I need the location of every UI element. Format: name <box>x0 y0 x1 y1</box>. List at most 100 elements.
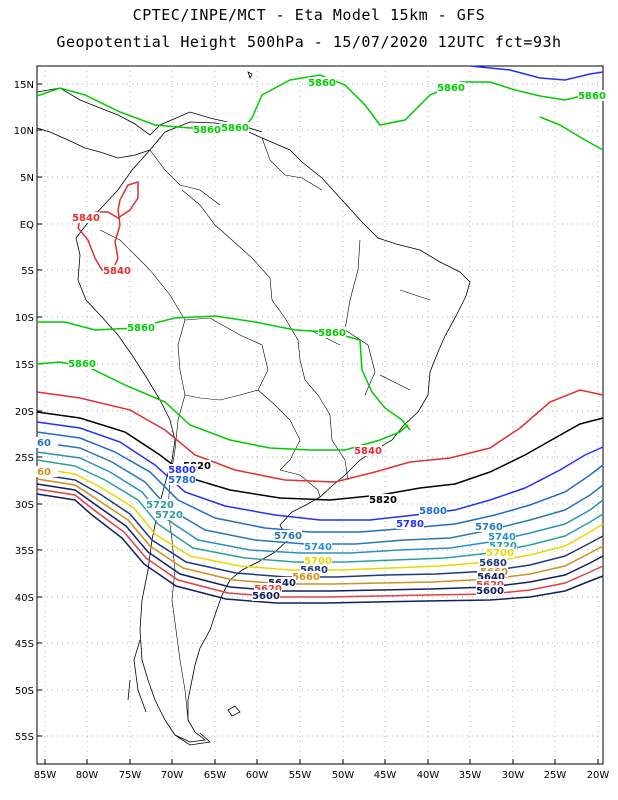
contour-label: 5600 <box>252 591 280 602</box>
lon-label: 85W <box>34 770 57 781</box>
contour-label: 5780 <box>168 475 196 486</box>
lon-label: 25W <box>544 770 567 781</box>
border-paraguay <box>257 389 301 471</box>
lon-label: 50W <box>332 770 355 781</box>
contour-label-bg <box>476 585 504 596</box>
border-peru-ecuador <box>99 229 151 271</box>
lon-label: 20W <box>587 770 610 781</box>
contour-label: 5780 <box>396 519 424 530</box>
lat-label: EQ <box>20 220 34 231</box>
contour-label: 5860 <box>221 123 249 134</box>
contour-label: 5660 <box>292 572 320 583</box>
lat-label: 15N <box>14 80 34 91</box>
contour-label-bg <box>292 571 320 582</box>
contour-5840 <box>36 389 604 483</box>
lon-label: 80W <box>76 770 99 781</box>
contour-5660 <box>36 478 604 585</box>
border-brazil-states <box>309 239 431 396</box>
contour-5640 <box>36 483 604 592</box>
contour-5760 <box>36 441 604 545</box>
contour-label: 5800 <box>168 465 196 476</box>
contour-label: 5820 <box>183 461 211 472</box>
contour-label: 5820 <box>369 495 397 506</box>
contour-label-bg <box>68 358 96 369</box>
contour-label-bg <box>488 531 516 542</box>
contour-label-bg <box>168 474 196 485</box>
contour-label: 5640 <box>268 578 296 589</box>
lon-label: 75W <box>119 770 142 781</box>
contour-5800 <box>36 421 604 521</box>
falklands <box>227 705 241 717</box>
contour-5860-lower <box>37 315 411 431</box>
contour-label-bg <box>419 505 447 516</box>
coastline <box>36 71 471 746</box>
contour-label: 60 <box>37 438 51 449</box>
lat-label: 5S <box>21 266 34 277</box>
lon-label: 55W <box>289 770 312 781</box>
contour-label-bg <box>318 327 346 338</box>
contour-label-bg <box>155 509 183 520</box>
contour-label-bg <box>578 90 606 101</box>
contour-label: 5860 <box>437 83 465 94</box>
contour-label: 5600 <box>476 586 504 597</box>
lat-label: 20S <box>15 407 34 418</box>
contour-label-bg <box>354 445 382 456</box>
contour-label-bg <box>274 530 302 541</box>
contour-label: 5680 <box>479 558 507 569</box>
graticule <box>37 66 603 764</box>
contour-label-bg <box>486 547 514 558</box>
contour-label: 5860 <box>578 91 606 102</box>
contour-label-bg <box>489 540 517 551</box>
contour-label: 5800 <box>419 506 447 517</box>
country-borders <box>99 137 431 721</box>
contour-label: 5720 <box>146 500 174 511</box>
border-bolivia <box>184 317 269 401</box>
contour-label: 5720 <box>155 510 183 521</box>
lon-label: 30W <box>502 770 525 781</box>
contour-label: 5840 <box>103 266 131 277</box>
south-america-coast <box>75 121 471 743</box>
contour-5860-south <box>36 361 409 451</box>
lat-label: 5N <box>20 173 34 184</box>
contour-5880-ne <box>469 65 604 81</box>
contour-label-bg <box>304 555 332 566</box>
lon-label: 45W <box>374 770 397 781</box>
border-guyanas <box>261 137 323 191</box>
contour-label: 5740 <box>304 542 332 553</box>
contour-label: 5740 <box>488 532 516 543</box>
contour-label-bg <box>30 466 58 477</box>
contour-label: 5700 <box>304 556 332 567</box>
island-1 <box>247 71 253 80</box>
contour-label: 5860 <box>308 78 336 89</box>
contour-label-bg <box>103 265 131 276</box>
contour-label-bg <box>308 77 336 88</box>
lon-label: 40W <box>417 770 440 781</box>
contour-label-bg <box>221 122 249 133</box>
contour-label: 60 <box>37 467 51 478</box>
contour-label: 5860 <box>318 328 346 339</box>
contour-label-bg <box>476 579 504 590</box>
contour-label-bg <box>252 590 280 601</box>
contour-label-bg <box>437 82 465 93</box>
contour-label: 5700 <box>486 548 514 559</box>
axis-ticks: 15N 10N 5N EQ 5S 10S 15S 20S 25S 30S 35S 40S 45S 50S 5… <box>14 80 610 781</box>
contour-label: 5840 <box>354 446 382 457</box>
border-argentina-uruguay <box>279 469 321 498</box>
lon-label: 70W <box>161 770 184 781</box>
contour-5780 <box>36 431 604 533</box>
contour-label-bg <box>369 494 397 505</box>
contour-label: 5720 <box>489 541 517 552</box>
tierra-del-fuego <box>174 732 211 746</box>
contour-label-bg <box>146 499 174 510</box>
contour-5840-peru <box>77 180 139 273</box>
contour-5700 <box>36 467 604 571</box>
border-colombia-venezuela <box>149 149 221 206</box>
contour-label-bg <box>304 541 332 552</box>
lat-label: 15S <box>15 360 34 371</box>
contour-label: 5680 <box>300 565 328 576</box>
contour-label-bg <box>479 557 507 568</box>
lat-label: 30S <box>15 500 34 511</box>
contour-label-bg <box>268 577 296 588</box>
